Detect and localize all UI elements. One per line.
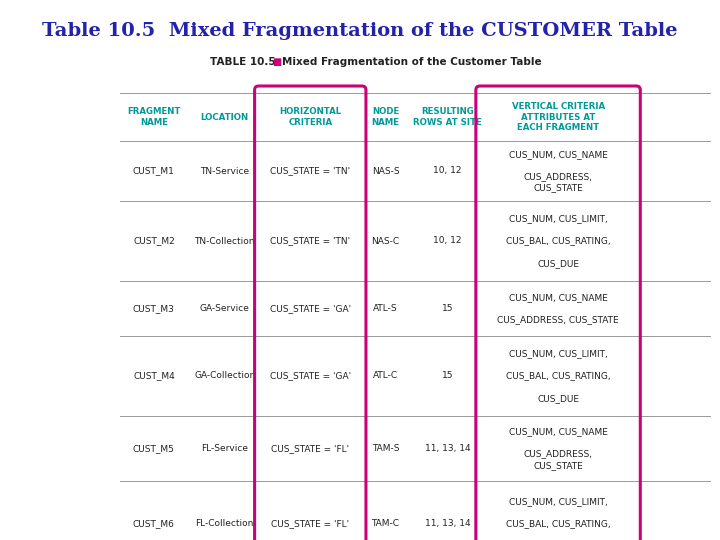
Text: Table 10.5  Mixed Fragmentation of the CUSTOMER Table: Table 10.5 Mixed Fragmentation of the CU… bbox=[42, 22, 678, 40]
Text: CUS_NUM, CUS_NAME

CUS_ADDRESS,
CUS_STATE: CUS_NUM, CUS_NAME CUS_ADDRESS, CUS_STATE bbox=[508, 150, 608, 192]
Text: CUS_STATE = 'GA': CUS_STATE = 'GA' bbox=[270, 304, 351, 313]
Text: CUS_NUM, CUS_LIMIT,

CUS_BAL, CUS_RATING,

CUS_DUE: CUS_NUM, CUS_LIMIT, CUS_BAL, CUS_RATING,… bbox=[505, 349, 611, 403]
Text: GA-Service: GA-Service bbox=[199, 304, 250, 313]
Text: 11, 13, 14: 11, 13, 14 bbox=[425, 519, 470, 528]
Text: 10, 12: 10, 12 bbox=[433, 237, 462, 246]
Text: CUS_STATE = 'TN': CUS_STATE = 'TN' bbox=[270, 166, 351, 176]
Text: FL-Collection: FL-Collection bbox=[196, 519, 254, 528]
Text: ATL-C: ATL-C bbox=[373, 372, 398, 381]
Text: CUS_NUM, CUS_LIMIT,

CUS_BAL, CUS_RATING,

CUS_DUE: CUS_NUM, CUS_LIMIT, CUS_BAL, CUS_RATING,… bbox=[505, 497, 611, 540]
Text: TN-Service: TN-Service bbox=[200, 166, 249, 176]
Text: CUS_STATE = 'FL': CUS_STATE = 'FL' bbox=[271, 519, 349, 528]
Text: 10, 12: 10, 12 bbox=[433, 166, 462, 176]
Text: CUS_STATE = 'TN': CUS_STATE = 'TN' bbox=[270, 237, 351, 246]
Text: CUS_NUM, CUS_NAME

CUS_ADDRESS,
CUS_STATE: CUS_NUM, CUS_NAME CUS_ADDRESS, CUS_STATE bbox=[508, 427, 608, 470]
Text: Mixed Fragmentation of the Customer Table: Mixed Fragmentation of the Customer Tabl… bbox=[282, 57, 541, 67]
Text: CUST_M4: CUST_M4 bbox=[133, 372, 175, 381]
Text: CUS_STATE = 'FL': CUS_STATE = 'FL' bbox=[271, 444, 349, 453]
Text: 11, 13, 14: 11, 13, 14 bbox=[425, 444, 470, 453]
Text: LOCATION: LOCATION bbox=[201, 112, 249, 122]
Text: NODE
NAME: NODE NAME bbox=[372, 107, 400, 127]
Text: 15: 15 bbox=[441, 304, 453, 313]
Text: HORIZONTAL
CRITERIA: HORIZONTAL CRITERIA bbox=[279, 107, 341, 127]
Text: FRAGMENT
NAME: FRAGMENT NAME bbox=[127, 107, 181, 127]
Text: CUST_M5: CUST_M5 bbox=[133, 444, 175, 453]
Text: ATL-S: ATL-S bbox=[373, 304, 398, 313]
Text: TN-Collection: TN-Collection bbox=[194, 237, 255, 246]
Text: CUST_M2: CUST_M2 bbox=[133, 237, 175, 246]
Text: CUS_NUM, CUS_NAME

CUS_ADDRESS, CUS_STATE: CUS_NUM, CUS_NAME CUS_ADDRESS, CUS_STATE bbox=[498, 293, 619, 324]
Text: CUST_M1: CUST_M1 bbox=[133, 166, 175, 176]
Text: GA-Collection: GA-Collection bbox=[194, 372, 256, 381]
Text: TAM-S: TAM-S bbox=[372, 444, 400, 453]
Text: CUS_NUM, CUS_LIMIT,

CUS_BAL, CUS_RATING,

CUS_DUE: CUS_NUM, CUS_LIMIT, CUS_BAL, CUS_RATING,… bbox=[505, 214, 611, 268]
Text: VERTICAL CRITERIA
ATTRIBUTES AT
EACH FRAGMENT: VERTICAL CRITERIA ATTRIBUTES AT EACH FRA… bbox=[511, 102, 605, 132]
Text: TAM-C: TAM-C bbox=[372, 519, 400, 528]
Text: ■: ■ bbox=[272, 57, 282, 67]
Text: NAS-S: NAS-S bbox=[372, 166, 400, 176]
Text: FL-Service: FL-Service bbox=[201, 444, 248, 453]
Text: CUST_M6: CUST_M6 bbox=[133, 519, 175, 528]
Text: CUST_M3: CUST_M3 bbox=[133, 304, 175, 313]
Text: 15: 15 bbox=[441, 372, 453, 381]
Text: NAS-C: NAS-C bbox=[372, 237, 400, 246]
Text: RESULTING
ROWS AT SITE: RESULTING ROWS AT SITE bbox=[413, 107, 482, 127]
Text: TABLE 10.5: TABLE 10.5 bbox=[210, 57, 276, 67]
Text: CUS_STATE = 'GA': CUS_STATE = 'GA' bbox=[270, 372, 351, 381]
